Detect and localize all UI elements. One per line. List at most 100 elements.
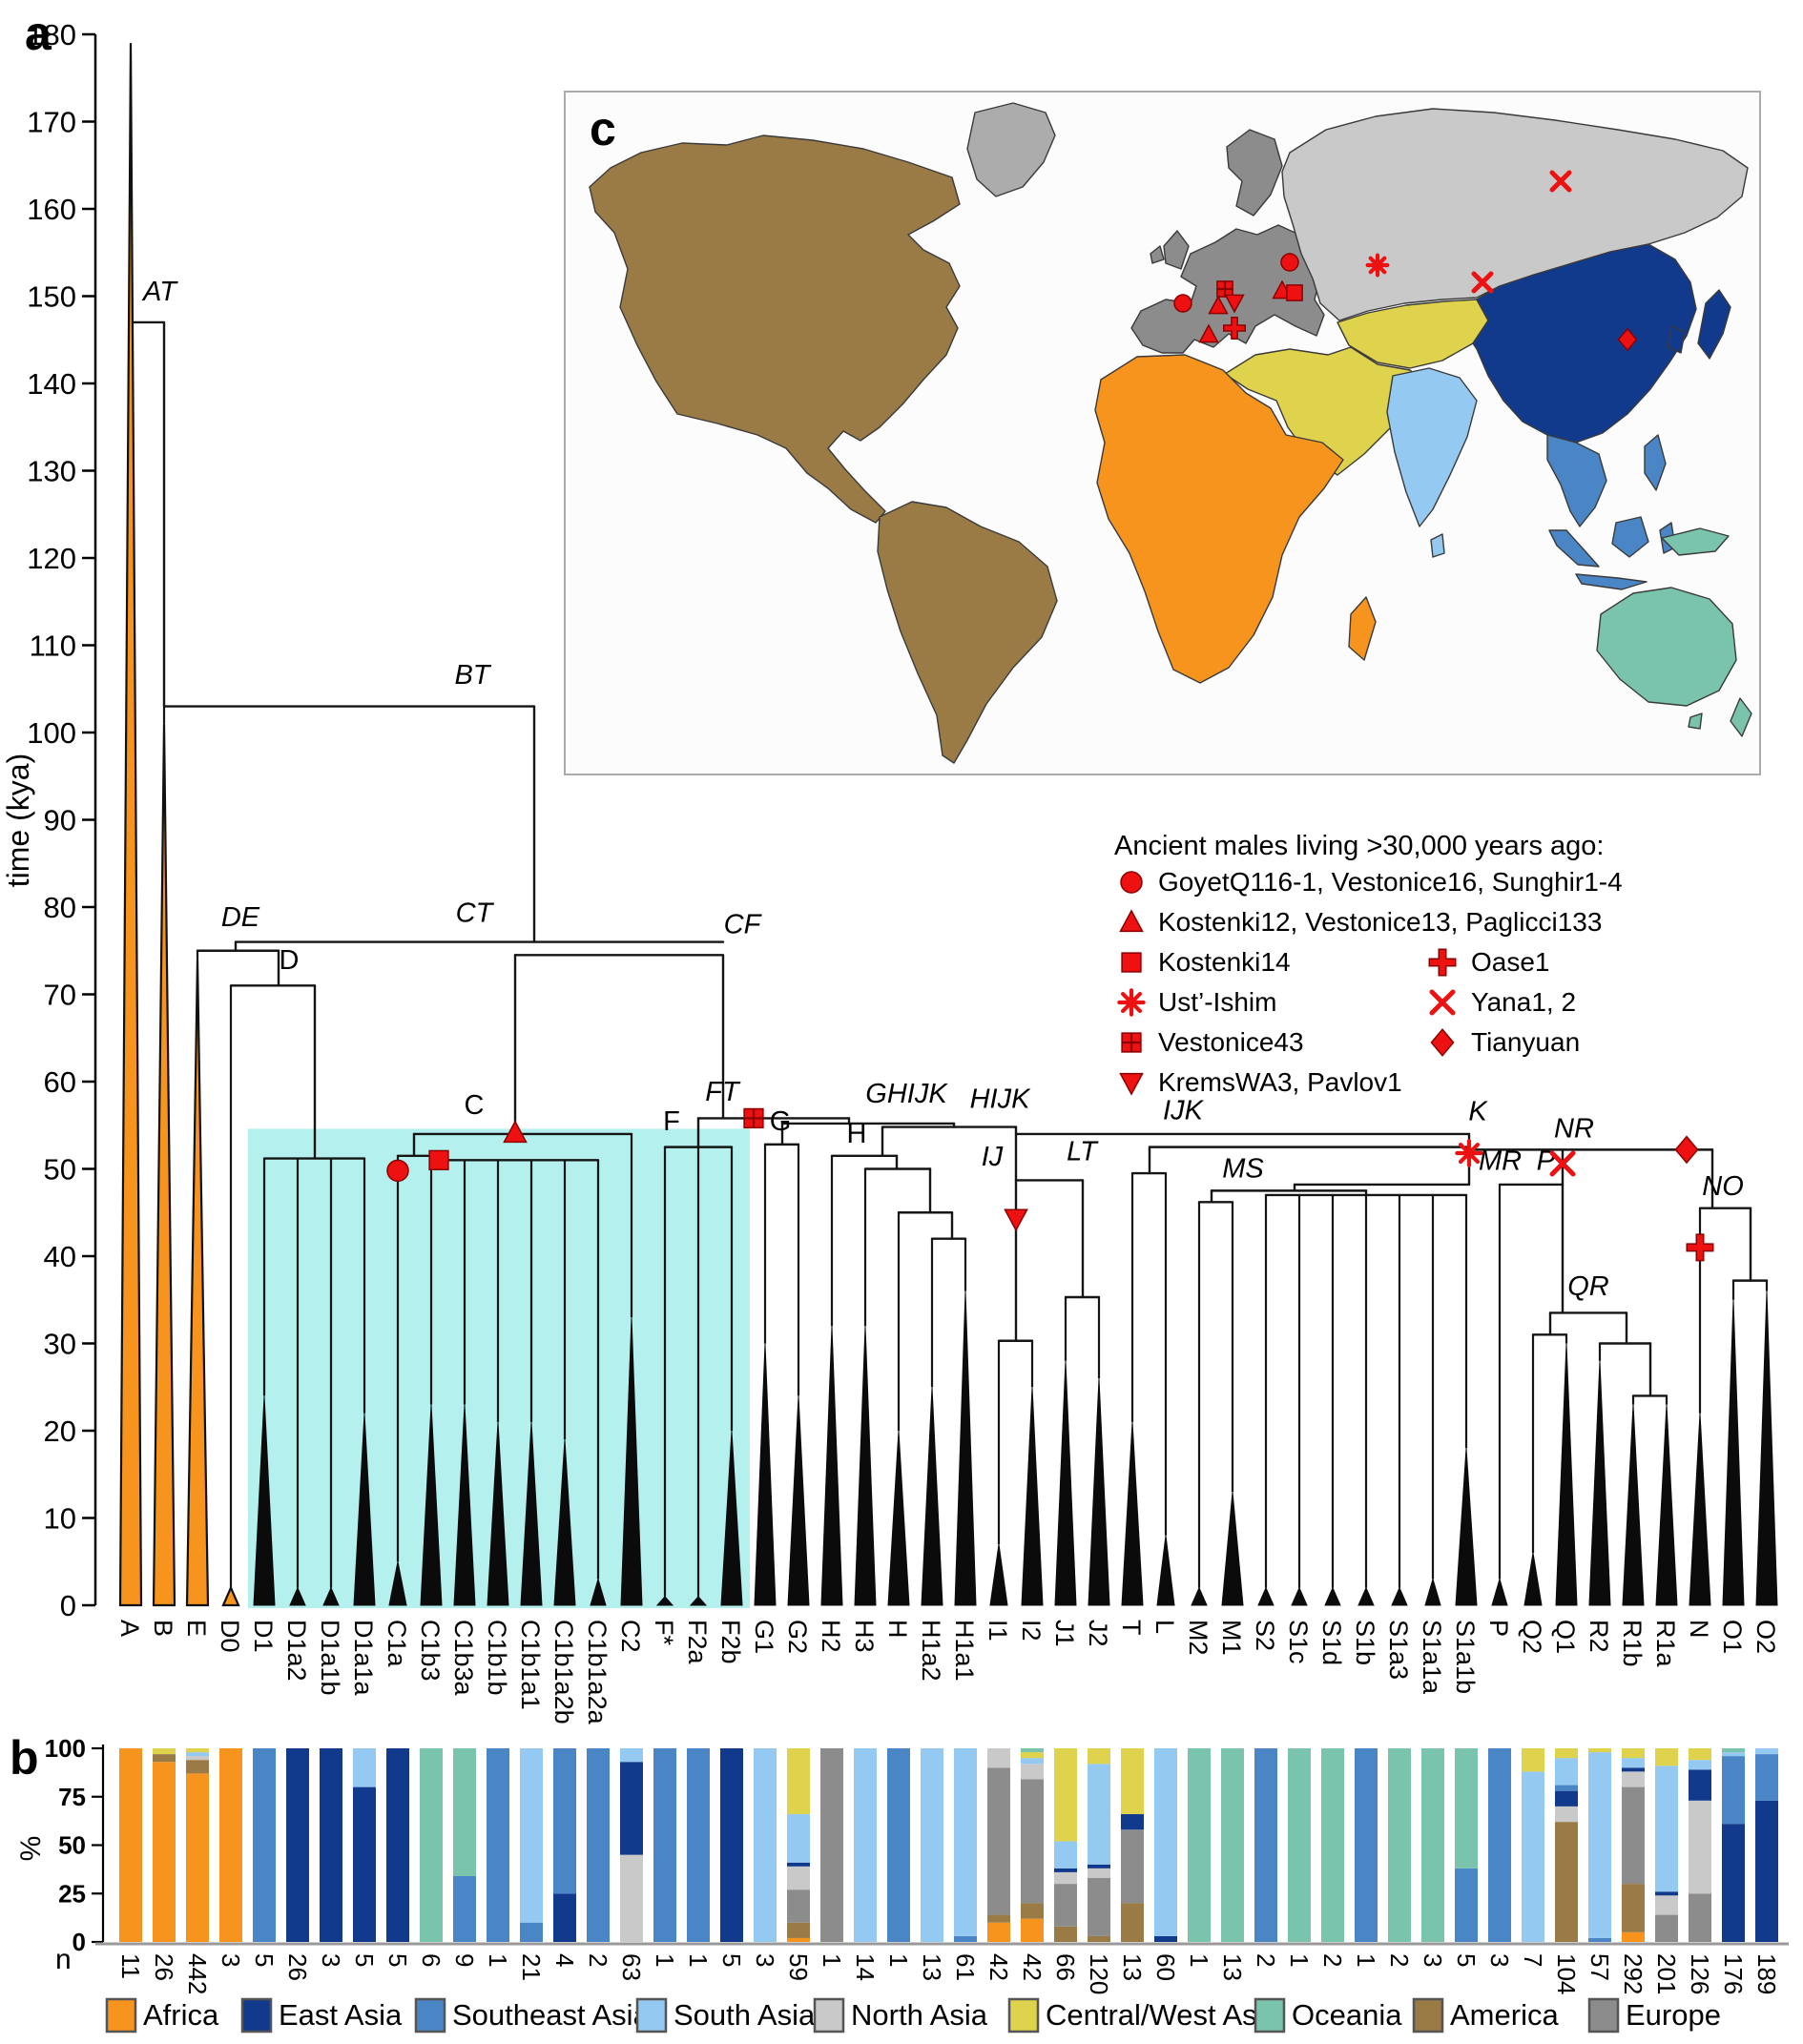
leaf-spike (1424, 1577, 1441, 1606)
n-value-label: 189 (1752, 1953, 1781, 1994)
bar-segment-central_west_asia (1555, 1748, 1578, 1759)
leaf-label: G2 (783, 1620, 812, 1654)
leaf-label: R1b (1618, 1620, 1647, 1667)
leaf-label: S1a3 (1384, 1620, 1413, 1680)
leaf-label: H1a1 (950, 1620, 979, 1682)
bar-segment-east_asia (1054, 1868, 1077, 1872)
bar-segment-central_west_asia (1622, 1748, 1645, 1759)
bar-segment-europe (1088, 1878, 1110, 1936)
legend-label-south_asia: South Asia (674, 1998, 816, 2032)
bar-segment-america (1121, 1903, 1144, 1942)
bar-segment-europe (820, 1748, 843, 1942)
n-value-label: 13 (1218, 1953, 1247, 1981)
bar-segment-east_asia (1722, 1824, 1745, 1942)
time-axis-tick-label: 10 (44, 1502, 76, 1536)
clade-label: LT (1067, 1136, 1099, 1167)
map-region-korea (1667, 325, 1686, 354)
map-region-north-america (589, 134, 961, 524)
square-cross-marker-lines (1122, 1033, 1141, 1052)
leaf-spike (185, 959, 210, 1607)
legend-label-america: America (1450, 1998, 1559, 2032)
n-value-label: 14 (851, 1953, 880, 1981)
leaf-spike (353, 1413, 376, 1606)
bar-segment-europe (1655, 1914, 1678, 1942)
ancient-legend-item-label: Tianyuan (1471, 1027, 1580, 1057)
ancient-legend-item-label: Kostenki14 (1158, 947, 1291, 977)
bar-segment-east_asia (620, 1762, 643, 1855)
n-value-label: 3 (1485, 1953, 1514, 1967)
bar-segment-south_asia (186, 1752, 209, 1757)
n-value-label: 5 (250, 1953, 279, 1967)
leaf-label: D0 (216, 1620, 244, 1653)
bar-segment-east_asia (320, 1748, 342, 1942)
leaf-spike (787, 1395, 810, 1606)
leaf-label: C1b1a1 (516, 1620, 545, 1710)
clade-label: H (847, 1119, 867, 1149)
leaf-spike (1722, 1299, 1745, 1606)
leaf-spike (553, 1439, 576, 1606)
n-value-label: 1 (884, 1953, 913, 1967)
leaf-spike (1221, 1492, 1244, 1606)
n-value-label: 3 (1419, 1953, 1447, 1967)
time-axis-tick-label: 100 (27, 716, 76, 750)
bar-segment-oceania (1722, 1748, 1745, 1753)
n-value-label: 5 (383, 1953, 412, 1967)
leaf-label: D1a1a (349, 1620, 378, 1697)
leaf-label: A (115, 1620, 144, 1637)
clade-label: HIJK (970, 1084, 1032, 1114)
time-axis-tick-label: 70 (44, 979, 76, 1012)
clade-label: FT (705, 1077, 741, 1107)
n-value-label: 1 (818, 1953, 846, 1967)
n-value-label: 120 (1085, 1953, 1113, 1994)
n-value-label: 57 (1585, 1953, 1614, 1981)
bar-segment-southeast_asia (587, 1748, 610, 1942)
leaf-label: R1a (1651, 1620, 1680, 1668)
time-axis-tick-label: 20 (44, 1414, 76, 1448)
time-axis-tick-label: 60 (44, 1065, 76, 1099)
time-axis-tick-label: 120 (27, 542, 76, 575)
panel-label-a: a (25, 7, 52, 60)
n-value-label: 7 (1519, 1953, 1547, 1967)
bar-segment-south_asia (1755, 1748, 1778, 1755)
n-value-label: 2 (584, 1953, 612, 1967)
n-value-label: 5 (1452, 1953, 1481, 1967)
leaf-spike (221, 1584, 240, 1607)
n-value-label: 3 (217, 1953, 245, 1967)
bar-segment-north_asia (1655, 1895, 1678, 1915)
legend-swatch-east_asia (240, 1997, 273, 2034)
leaf-spike (1655, 1404, 1678, 1606)
leaf-label: N (1685, 1620, 1713, 1639)
x-marker (1429, 989, 1456, 1016)
square-cross-marker-lines (1216, 280, 1233, 298)
ancient-legend-item-label: KremsWA3, Pavlov1 (1158, 1067, 1402, 1097)
bar-segment-america (186, 1760, 209, 1774)
leaf-label: I1 (984, 1620, 1012, 1641)
time-axis-tick-label: 80 (44, 891, 76, 924)
triangle-down-marker (1119, 1072, 1144, 1096)
leaf-spike (921, 1387, 943, 1606)
map-region-borneo (1611, 516, 1649, 558)
square-marker (1286, 284, 1303, 301)
bar-segment-south_asia (353, 1748, 376, 1787)
bar-segment-southeast_asia (1488, 1748, 1511, 1942)
leaf-spike (989, 1543, 1008, 1606)
bar-segment-central_west_asia (787, 1748, 810, 1815)
n-value-label: 42 (984, 1953, 1013, 1981)
bar-segment-africa (1622, 1931, 1645, 1942)
map-region-sri-lanka (1430, 533, 1445, 558)
leaf-spike (754, 1343, 777, 1606)
leaf-label: T (1117, 1620, 1146, 1636)
leaf-label: G1 (750, 1620, 778, 1654)
region-color-legend: Africa East Asia Southeast Asia South Asia N… (105, 1997, 1721, 2034)
legend-swatch-america (1412, 1997, 1444, 2034)
percent-tick-label: 75 (58, 1783, 86, 1811)
leaf-spike (118, 43, 143, 1607)
plus-marker (1223, 317, 1246, 340)
bar-segment-europe (1689, 1893, 1711, 1942)
leaf-label: R2 (1585, 1620, 1613, 1653)
bar-segment-southeast_asia (487, 1748, 509, 1942)
bar-segment-south_asia (787, 1814, 810, 1863)
phylogenetic-tree: 1801701601501401301201101009080706050403… (1, 18, 1780, 1725)
time-axis-tick-label: 50 (44, 1153, 76, 1187)
clade-label: D (280, 945, 300, 976)
